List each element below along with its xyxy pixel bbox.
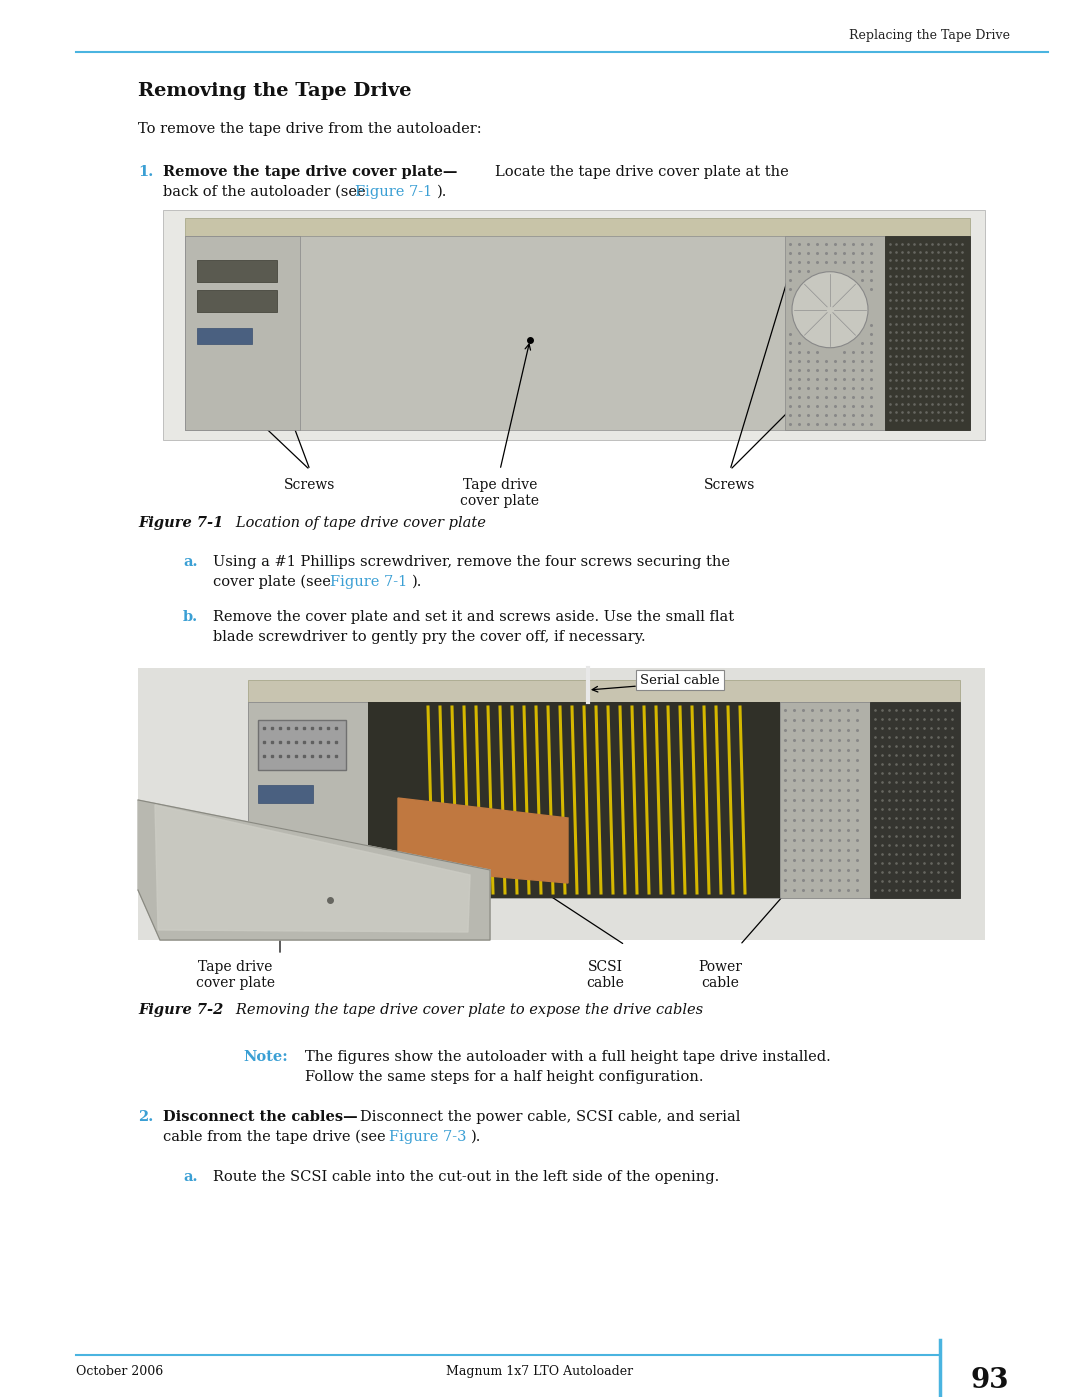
Text: cover plate (see: cover plate (see xyxy=(213,576,336,590)
Text: Screws: Screws xyxy=(704,478,756,492)
Text: Follow the same steps for a half height configuration.: Follow the same steps for a half height … xyxy=(305,1070,703,1084)
Text: blade screwdriver to gently pry the cover off, if necessary.: blade screwdriver to gently pry the cove… xyxy=(213,630,646,644)
Text: 2.: 2. xyxy=(138,1111,153,1125)
Bar xyxy=(258,719,346,770)
Text: ).: ). xyxy=(437,184,447,198)
Text: Screws: Screws xyxy=(284,478,336,492)
Text: Route the SCSI cable into the cut-out in the left side of the opening.: Route the SCSI cable into the cut-out in… xyxy=(213,1171,719,1185)
Text: Removing the tape drive cover plate to expose the drive cables: Removing the tape drive cover plate to e… xyxy=(222,1003,703,1017)
Bar xyxy=(163,210,985,440)
Text: Figure 7-3: Figure 7-3 xyxy=(389,1130,467,1144)
Text: Magnum 1x7 LTO Autoloader: Magnum 1x7 LTO Autoloader xyxy=(446,1365,634,1377)
Bar xyxy=(197,291,276,312)
Text: Power
cable: Power cable xyxy=(698,960,742,990)
Bar xyxy=(185,236,300,430)
Bar xyxy=(197,260,276,282)
Bar xyxy=(258,785,313,803)
Bar xyxy=(248,703,960,898)
Bar xyxy=(248,703,368,898)
Bar xyxy=(368,703,780,898)
Text: Locate the tape drive cover plate at the: Locate the tape drive cover plate at the xyxy=(495,165,788,179)
Text: Tape drive
cover plate: Tape drive cover plate xyxy=(195,960,274,990)
Text: ).: ). xyxy=(411,576,422,590)
Text: Disconnect the power cable, SCSI cable, and serial: Disconnect the power cable, SCSI cable, … xyxy=(360,1111,741,1125)
Text: Remove the cover plate and set it and screws aside. Use the small flat: Remove the cover plate and set it and sc… xyxy=(213,610,734,624)
Text: Disconnect the cables—: Disconnect the cables— xyxy=(163,1111,357,1125)
Text: Using a #1 Phillips screwdriver, remove the four screws securing the: Using a #1 Phillips screwdriver, remove … xyxy=(213,555,730,569)
Text: a.: a. xyxy=(183,1171,198,1185)
Text: Removing the Tape Drive: Removing the Tape Drive xyxy=(138,82,411,101)
Polygon shape xyxy=(156,805,470,932)
Bar xyxy=(885,236,970,430)
Bar xyxy=(785,236,885,430)
Text: Serial cable: Serial cable xyxy=(640,673,719,686)
Text: b.: b. xyxy=(183,610,198,624)
Bar xyxy=(870,703,960,898)
Text: Figure 7-1: Figure 7-1 xyxy=(138,515,224,529)
Text: Figure 7-2: Figure 7-2 xyxy=(138,1003,224,1017)
Text: Figure 7-1: Figure 7-1 xyxy=(330,576,407,590)
Text: Replacing the Tape Drive: Replacing the Tape Drive xyxy=(849,29,1010,42)
Text: To remove the tape drive from the autoloader:: To remove the tape drive from the autolo… xyxy=(138,122,482,136)
Bar xyxy=(780,703,870,898)
Text: Location of tape drive cover plate: Location of tape drive cover plate xyxy=(222,515,486,529)
Text: ).: ). xyxy=(471,1130,482,1144)
Bar xyxy=(248,680,960,703)
Bar xyxy=(185,236,970,430)
Bar xyxy=(138,668,985,940)
Text: Remove the tape drive cover plate—: Remove the tape drive cover plate— xyxy=(163,165,457,179)
Text: October 2006: October 2006 xyxy=(76,1365,163,1377)
Text: cable from the tape drive (see: cable from the tape drive (see xyxy=(163,1130,390,1144)
Text: Figure 7-1: Figure 7-1 xyxy=(355,184,432,198)
Text: 93: 93 xyxy=(971,1368,1009,1394)
Polygon shape xyxy=(399,798,568,883)
Bar xyxy=(197,328,252,344)
Text: The figures show the autoloader with a full height tape drive installed.: The figures show the autoloader with a f… xyxy=(305,1051,831,1065)
Bar xyxy=(185,218,970,236)
Text: SCSI
cable: SCSI cable xyxy=(586,960,624,990)
Circle shape xyxy=(792,272,868,348)
Polygon shape xyxy=(156,805,470,932)
Text: Note:: Note: xyxy=(243,1051,287,1065)
Text: 1.: 1. xyxy=(138,165,153,179)
Text: a.: a. xyxy=(183,555,198,569)
Polygon shape xyxy=(138,800,490,940)
Text: Tape drive
cover plate: Tape drive cover plate xyxy=(460,478,540,509)
Text: back of the autoloader (see: back of the autoloader (see xyxy=(163,184,370,198)
